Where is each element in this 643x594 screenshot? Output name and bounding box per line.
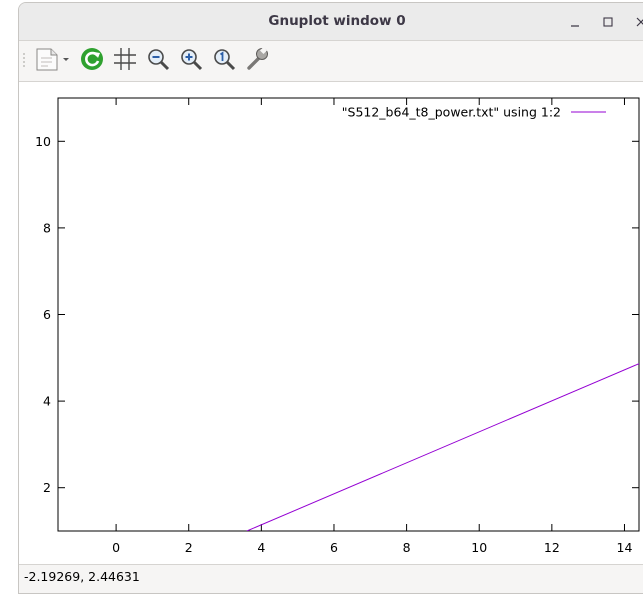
y-tick-label: 10 bbox=[35, 134, 51, 149]
autoscale-button[interactable] bbox=[209, 47, 239, 75]
minimize-icon[interactable] bbox=[565, 12, 585, 32]
zoom-in-icon bbox=[179, 47, 203, 75]
zoom-fit-icon bbox=[212, 47, 236, 75]
replot-button[interactable] bbox=[77, 47, 107, 75]
plot-canvas[interactable]: 0 2 4 6 8 10 12 14 2 4 6 8 10 "S512_b64_t8_power.txt"… bbox=[19, 82, 643, 564]
close-icon[interactable] bbox=[631, 12, 643, 32]
configure-button[interactable] bbox=[242, 46, 272, 76]
clipboard-icon bbox=[33, 46, 73, 76]
toolbar-grip-icon[interactable] bbox=[22, 51, 28, 71]
zoom-previous-button[interactable] bbox=[143, 47, 173, 75]
y-tick-label: 2 bbox=[43, 480, 51, 495]
x-tick-label: 2 bbox=[185, 540, 193, 555]
x-tick-label: 4 bbox=[257, 540, 265, 555]
x-tick-label: 6 bbox=[330, 540, 338, 555]
maximize-icon[interactable] bbox=[598, 12, 618, 32]
y-tick-label: 8 bbox=[43, 220, 51, 235]
plot-border bbox=[57, 97, 640, 532]
grid-icon bbox=[113, 47, 137, 75]
gnuplot-window: Gnuplot window 0 bbox=[18, 2, 643, 594]
replot-icon bbox=[79, 46, 105, 76]
x-tick-label: 10 bbox=[471, 540, 487, 555]
x-tick-label: 12 bbox=[544, 540, 560, 555]
x-tick-label: 14 bbox=[617, 540, 633, 555]
toolbar bbox=[19, 41, 643, 82]
x-tick-label: 8 bbox=[403, 540, 411, 555]
copy-to-clipboard-button[interactable] bbox=[32, 47, 74, 75]
series-line-0 bbox=[246, 363, 639, 531]
chart: 0 2 4 6 8 10 12 14 2 4 6 8 10 "S512_b64_t8_power.txt"… bbox=[35, 97, 640, 555]
mouse-coordinates: -2.19269, 2.44631 bbox=[24, 569, 140, 584]
zoom-out-icon bbox=[146, 47, 170, 75]
y-tick-label: 4 bbox=[43, 394, 51, 409]
legend-label: "S512_b64_t8_power.txt" using 1:2 bbox=[342, 105, 561, 120]
x-tick-label: 0 bbox=[112, 540, 120, 555]
status-bar: -2.19269, 2.44631 bbox=[19, 564, 643, 593]
y-tick-label: 6 bbox=[43, 307, 51, 322]
toggle-grid-button[interactable] bbox=[110, 47, 140, 75]
window-title: Gnuplot window 0 bbox=[268, 13, 406, 29]
title-bar[interactable]: Gnuplot window 0 bbox=[19, 3, 643, 41]
zoom-next-button[interactable] bbox=[176, 47, 206, 75]
wrench-icon bbox=[244, 46, 270, 76]
